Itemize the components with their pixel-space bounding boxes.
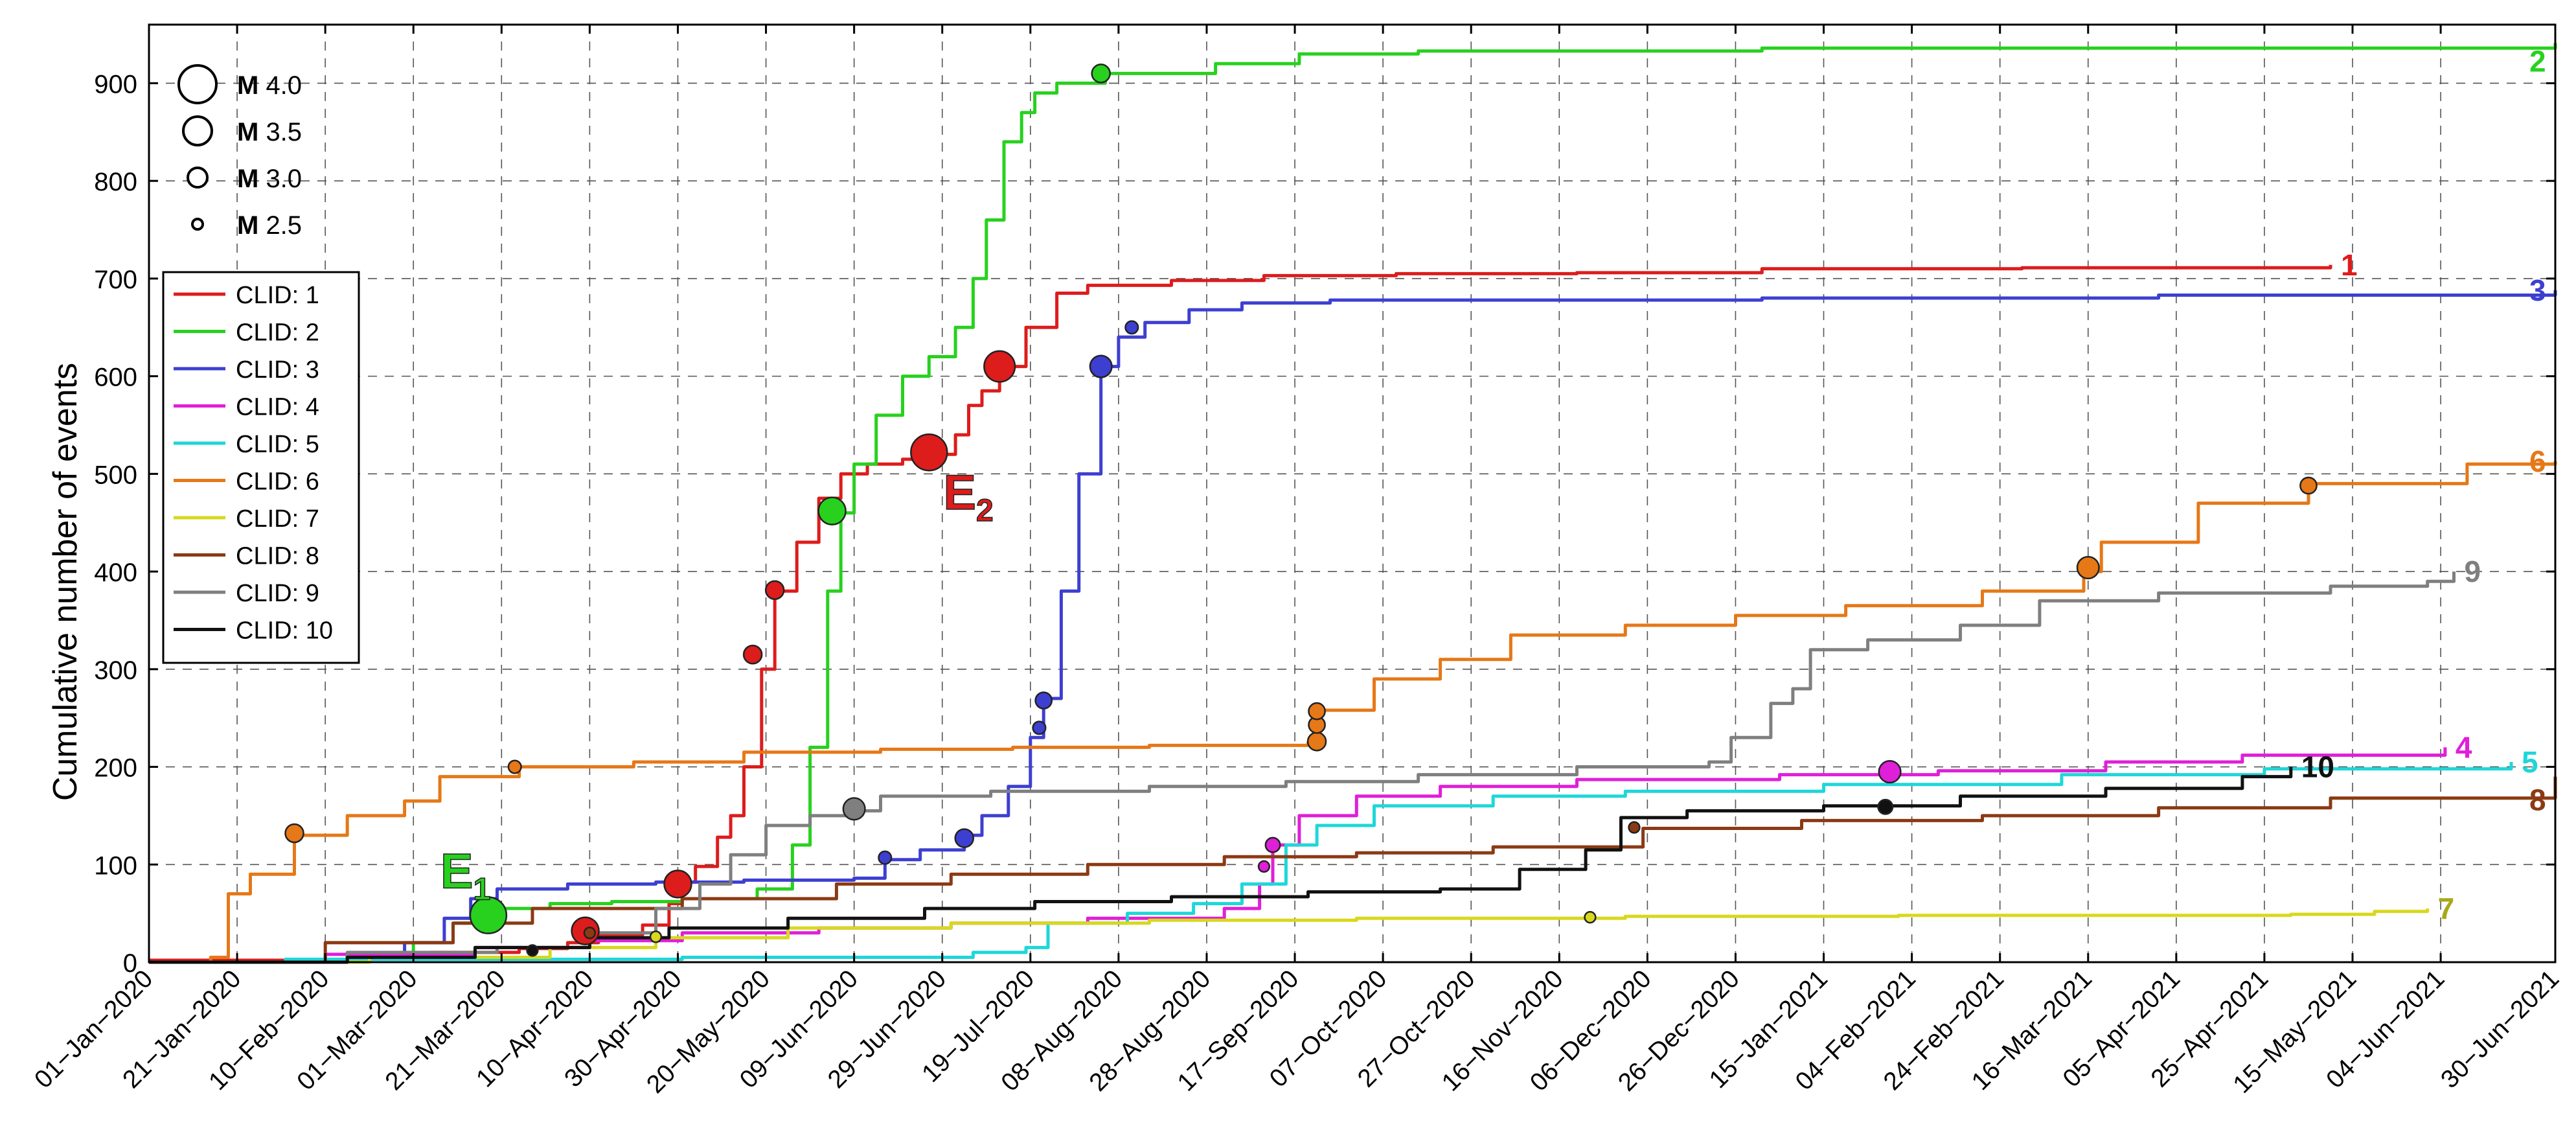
event-marker bbox=[526, 944, 539, 957]
legend-label: CLID: 9 bbox=[236, 580, 319, 607]
event-marker bbox=[1628, 821, 1641, 834]
magnitude-legend-label: M 4.0 bbox=[237, 71, 302, 100]
series-end-label: 10 bbox=[2301, 750, 2334, 784]
event-marker bbox=[649, 930, 663, 943]
magnitude-prefix: M bbox=[237, 71, 266, 100]
event-marker bbox=[910, 433, 948, 472]
event-marker bbox=[1089, 354, 1113, 378]
series-line-clid8 bbox=[149, 776, 2557, 964]
event-marker bbox=[1032, 721, 1047, 735]
event-marker bbox=[1124, 320, 1139, 335]
event-marker bbox=[507, 759, 522, 774]
magnitude-legend-marker bbox=[191, 218, 204, 231]
series-legend: CLID: 1 CLID: 2 CLID: 3 CLID: 4 CLID: 5 CLID:… bbox=[162, 271, 360, 664]
y-tick-label: 500 bbox=[94, 461, 137, 489]
event-marker bbox=[1257, 860, 1271, 873]
event-marker bbox=[878, 850, 893, 865]
legend-label: CLID: 3 bbox=[236, 356, 319, 384]
series-end-label: 4 bbox=[2456, 730, 2472, 764]
legend-label: CLID: 8 bbox=[236, 543, 319, 570]
legend-label: CLID: 1 bbox=[236, 282, 319, 309]
event-marker bbox=[284, 823, 304, 844]
magnitude-value: 3.0 bbox=[266, 165, 302, 193]
event-marker bbox=[1034, 691, 1053, 709]
grid-lines bbox=[149, 25, 2555, 962]
event-marker bbox=[469, 896, 508, 934]
event-marker bbox=[1877, 798, 1894, 815]
series-end-label: 2 bbox=[2529, 45, 2546, 78]
series-line-clid3 bbox=[149, 290, 2557, 964]
magnitude-legend-label: M 2.5 bbox=[237, 211, 302, 240]
y-tick-label: 700 bbox=[94, 266, 137, 294]
series-end-label: 8 bbox=[2529, 783, 2546, 817]
plot-frame bbox=[148, 23, 2557, 963]
event-markers bbox=[284, 63, 2318, 957]
magnitude-legend-label: M 3.5 bbox=[237, 118, 302, 146]
series-line-clid5 bbox=[149, 762, 2513, 964]
magnitude-legend-marker bbox=[177, 64, 218, 104]
event-marker bbox=[1308, 702, 1326, 721]
series-end-label: 5 bbox=[2522, 745, 2538, 779]
y-axis-label: Cumulative number of events bbox=[47, 363, 84, 801]
magnitude-prefix: M bbox=[237, 165, 266, 193]
series-end-labels: 1 2 3 4 5 6 7 8 9 10 bbox=[2301, 45, 2546, 925]
magnitude-legend-label: M 3.0 bbox=[237, 165, 302, 193]
event-marker bbox=[1264, 836, 1281, 853]
event-marker bbox=[663, 870, 692, 899]
event-marker bbox=[583, 927, 597, 940]
event-marker bbox=[954, 828, 974, 848]
magnitude-legend-marker bbox=[182, 115, 213, 146]
event-marker bbox=[817, 496, 847, 525]
legend-label: CLID: 10 bbox=[236, 617, 333, 645]
event-marker bbox=[1584, 911, 1597, 924]
magnitude-prefix: M bbox=[237, 118, 266, 146]
event-marker bbox=[2076, 556, 2100, 580]
event-marker bbox=[1091, 63, 1111, 84]
y-tick-label: 100 bbox=[94, 851, 137, 880]
legend-label: CLID: 7 bbox=[236, 505, 319, 533]
axes: 010020030040050060070080090001−Jan−20202… bbox=[29, 23, 2564, 1099]
legend-label: CLID: 2 bbox=[236, 319, 319, 347]
magnitude-legend-marker bbox=[187, 167, 209, 189]
event-marker bbox=[842, 797, 866, 821]
y-tick-label: 0 bbox=[123, 949, 137, 978]
event-marker bbox=[1878, 760, 1902, 784]
y-tick-label: 300 bbox=[94, 656, 137, 685]
series-line-clid10 bbox=[149, 767, 2293, 964]
magnitude-prefix: M bbox=[237, 211, 266, 240]
y-tick-label: 600 bbox=[94, 363, 137, 392]
magnitude-value: 3.5 bbox=[266, 118, 302, 146]
magnitude-value: 2.5 bbox=[266, 211, 302, 240]
event-annotation-subscript: 2 bbox=[976, 494, 994, 528]
y-tick-label: 800 bbox=[94, 168, 137, 196]
series-end-label: 6 bbox=[2529, 444, 2546, 478]
series-end-label: 9 bbox=[2465, 555, 2481, 588]
series-end-label: 3 bbox=[2529, 273, 2546, 307]
series-end-label: 1 bbox=[2341, 248, 2358, 282]
series-line-clid2 bbox=[149, 43, 2557, 964]
x-tick-label: 30−Jun−2021 bbox=[2435, 965, 2564, 1094]
event-annotation-e1: E1 bbox=[440, 844, 490, 907]
event-annotation-subscript: 1 bbox=[473, 873, 491, 907]
legend-label: CLID: 6 bbox=[236, 468, 319, 496]
y-tick-label: 200 bbox=[94, 754, 137, 783]
event-marker bbox=[983, 350, 1016, 383]
event-marker bbox=[742, 644, 763, 665]
y-tick-label: 900 bbox=[94, 70, 137, 98]
magnitude-legend: M 4.0M 3.5M 3.0M 2.5 bbox=[177, 64, 302, 240]
event-marker bbox=[764, 580, 785, 600]
event-annotation-e2: E2 bbox=[943, 465, 993, 528]
event-marker bbox=[1306, 732, 1327, 752]
legend-label: CLID: 4 bbox=[236, 394, 319, 421]
series-line-clid9 bbox=[149, 571, 2456, 964]
y-tick-label: 400 bbox=[94, 559, 137, 587]
event-marker bbox=[2299, 476, 2318, 495]
series-end-label: 7 bbox=[2438, 892, 2455, 925]
legend-label: CLID: 5 bbox=[236, 431, 319, 458]
legend-box bbox=[162, 271, 360, 664]
magnitude-value: 4.0 bbox=[266, 71, 302, 100]
series-line-clid6 bbox=[149, 461, 2557, 964]
event-annotations: E2 E1 bbox=[440, 465, 994, 907]
